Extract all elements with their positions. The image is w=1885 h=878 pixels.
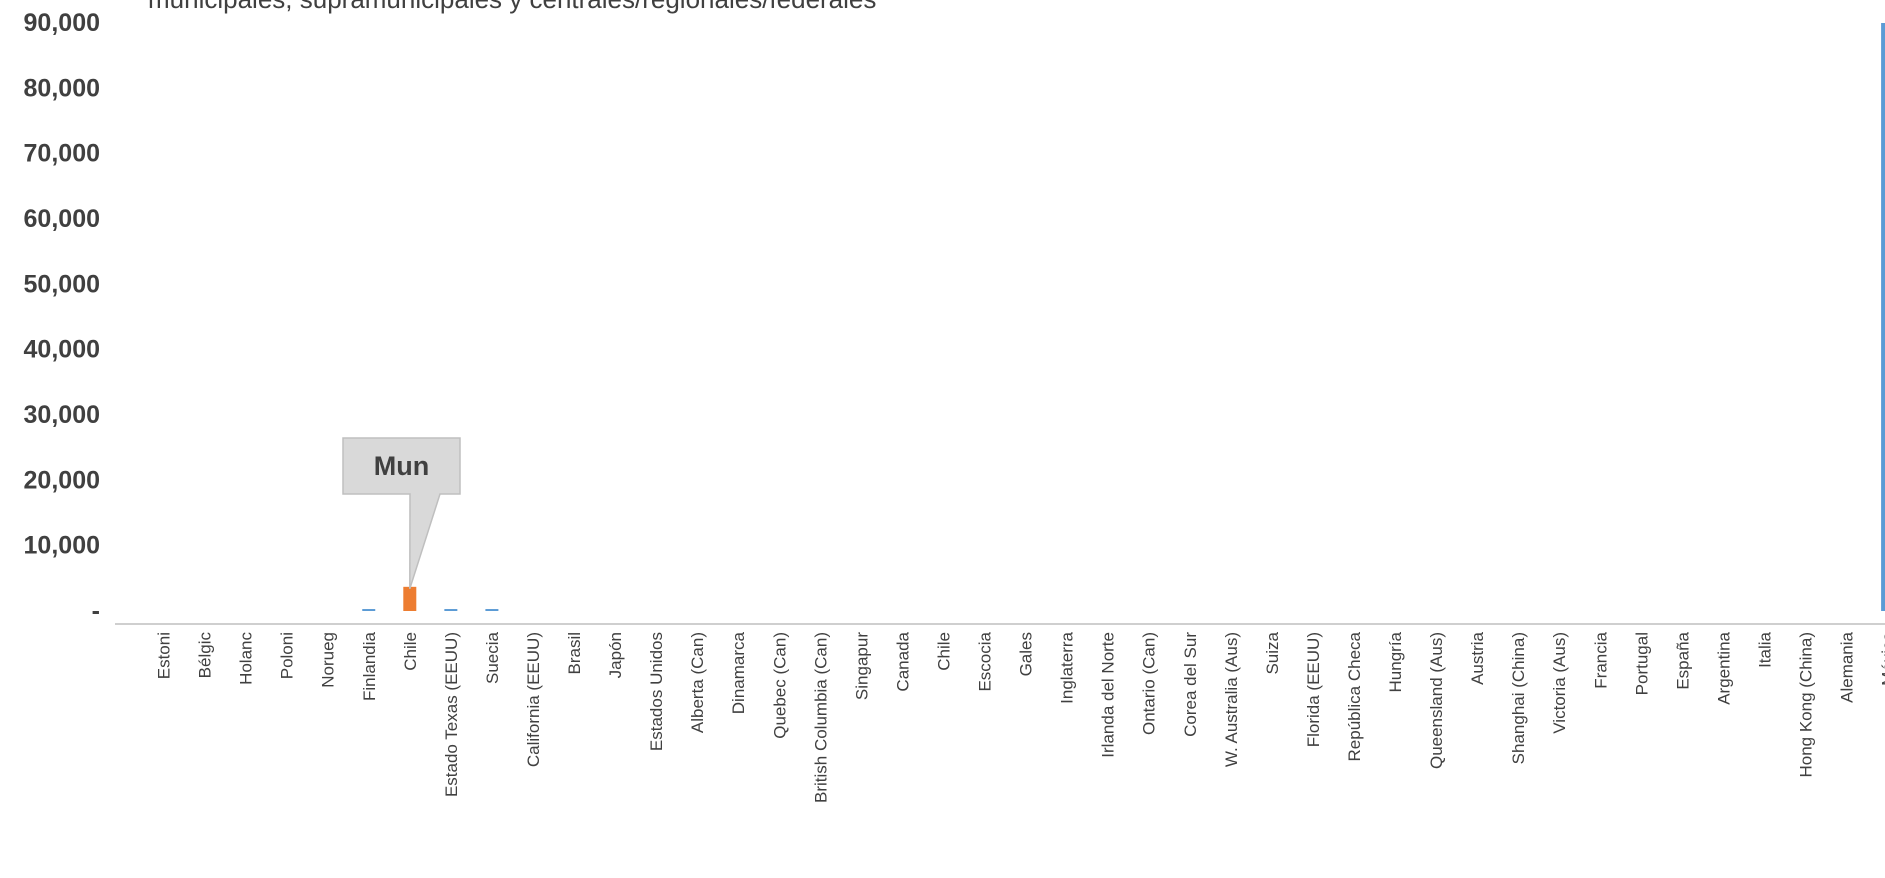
x-tick-label: W. Australia (Aus) [1222,632,1241,767]
x-tick-label: Suiza [1263,631,1282,674]
x-tick-label: Estado Texas (EEUU) [442,632,461,797]
y-tick-label: 40,000 [24,336,100,364]
x-tick-label: Florida (EEUU) [1304,632,1323,747]
x-tick-label: Estoni [155,632,174,679]
x-tick-label: Francia [1591,631,1610,688]
x-tick-label: Estados Unidos [647,632,666,751]
callout-bubble [342,437,461,590]
x-tick-label: Portugal [1632,632,1651,695]
callout-label: Mun [342,437,461,590]
x-tick-label: Gales [1017,632,1036,676]
x-tick-label: Canada [893,631,912,691]
bar [444,609,458,611]
callout-text: Mun [374,451,429,481]
x-tick-label: Shanghai (China) [1509,632,1528,764]
x-tick-label: Chile [401,632,420,671]
x-tick-label: Hong Kong (China) [1797,632,1816,778]
bar-highlight [403,586,417,611]
x-tick-label: Norueg [319,632,338,688]
x-tick-label: España [1673,631,1692,689]
bar [485,609,499,611]
x-tick-label: Ontario (Can) [1140,632,1159,735]
x-tick-label: British Columbia (Can) [811,632,830,803]
y-tick-label: 60,000 [24,205,100,233]
x-tick-label: Corea del Sur [1181,632,1200,737]
x-tick-label: Inglaterra [1058,631,1077,703]
x-tick-label: Alberta (Can) [688,632,707,733]
x-tick-label: México [1879,632,1885,686]
x-tick-label: Bélgic [196,632,215,679]
x-tick-label: Poloni [278,632,297,679]
y-tick-label: - [92,597,100,625]
bars [362,23,1885,611]
x-tick-label: Escocia [976,631,995,691]
x-tick-label: Victoria (Aus) [1550,632,1569,734]
x-tick-label: Hungría [1386,631,1405,692]
x-tick-label: Singapur [852,632,871,700]
x-tick-label: República Checa [1345,631,1364,761]
x-tick-label: Quebec (Can) [770,632,789,739]
x-tick-label: Alemania [1838,631,1857,702]
y-tick-label: 70,000 [24,140,100,168]
x-axis-labels: Estoni Bélgic Holanc Poloni Norueg Finlandia C… [155,631,1885,803]
x-tick-label: Holanc [237,632,256,685]
y-tick-label: 80,000 [24,74,100,102]
y-axis: 90,000 80,000 70,000 60,000 50,000 40,000 30,0… [24,9,100,625]
x-tick-label: Chile [934,632,953,671]
y-tick-label: 90,000 [24,9,100,37]
y-tick-label: 10,000 [24,532,100,560]
x-tick-label: Austria [1468,631,1487,684]
x-tick-label: Queensland (Aus) [1427,632,1446,769]
x-tick-label: Japón [606,632,625,678]
bar [362,609,376,611]
x-tick-label: California (EEUU) [524,632,543,767]
x-tick-label: Finlandia [360,631,379,701]
x-tick-label: Argentina [1714,631,1733,704]
x-tick-label: Brasil [565,632,584,675]
chart-title: municipales, supramunicipales y centrale… [148,0,876,14]
x-tick-label: Suecia [483,631,502,684]
y-tick-label: 50,000 [24,270,100,298]
y-tick-label: 20,000 [24,466,100,494]
bar [1881,23,1885,611]
x-tick-label: Dinamarca [729,631,748,714]
y-tick-label: 30,000 [24,401,100,429]
x-tick-label: Italia [1755,631,1774,667]
x-tick-label: Irlanda del Norte [1099,632,1118,758]
